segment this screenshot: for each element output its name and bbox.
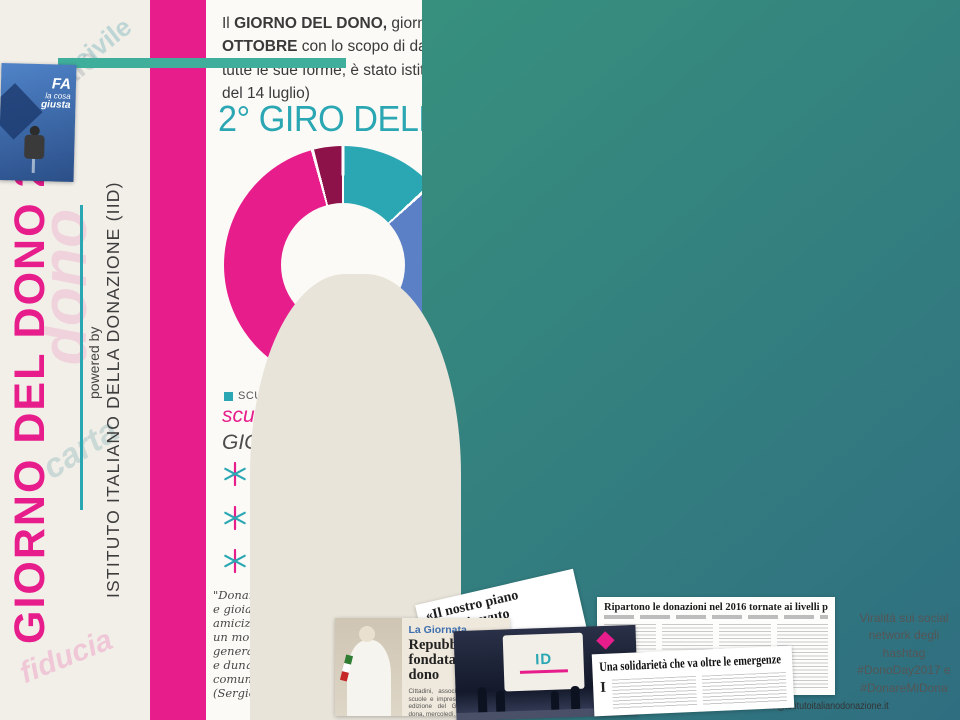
social-virality-note: Viralità sui social network degli hashta… <box>857 611 951 695</box>
show-title-line: FA <box>51 75 72 93</box>
newspaper-clipping-solidarieta: Una solidarietà che va oltre le emergenz… <box>591 645 795 717</box>
text-column <box>611 675 698 710</box>
organization-name-vertical: ISTITUTO ITALIANO DELLA DONAZIONE (IID) <box>103 181 123 599</box>
person-silhouette <box>570 685 580 710</box>
clipping-photo <box>335 618 402 716</box>
asterisk-icon <box>224 461 246 487</box>
text-column <box>701 671 788 706</box>
chair-leg <box>31 158 36 173</box>
figure-silhouette <box>346 639 391 716</box>
tv-caption-block <box>57 57 346 68</box>
intro-text: Il <box>222 15 235 32</box>
intro-bold-event: GIORNO DEL DONO, <box>234 15 388 32</box>
drop-cap: I <box>599 679 607 697</box>
person-silhouette <box>24 134 45 160</box>
stage-id-logo: ID <box>534 650 553 669</box>
figure-head <box>358 625 375 642</box>
clipping-headline: Ripartono le donazioni nel 2016 tornate … <box>604 602 828 613</box>
clipping-columns: I <box>599 671 788 710</box>
person-silhouette <box>477 686 488 714</box>
clipping-kicker: La Giornata <box>408 624 467 636</box>
stage-diamond-icon <box>596 631 615 650</box>
stage-backdrop: ID <box>502 632 585 692</box>
person-silhouette <box>550 690 559 711</box>
sidebar-divider-line <box>80 205 83 510</box>
tv-screenshot-fa-la-cosa-giusta: FA la cosa giusta <box>0 63 77 182</box>
show-title: FA la cosa giusta <box>40 75 72 111</box>
asterisk-icon <box>224 548 246 574</box>
clipping-headline: Una solidarietà che va oltre le emergenz… <box>598 651 782 675</box>
clipping-subhead-lines <box>604 615 828 619</box>
stage-accent-bar <box>520 669 569 675</box>
person-silhouette <box>495 690 506 713</box>
sidebar-accent-bar <box>150 0 206 720</box>
powered-by-label: powered by <box>86 326 102 400</box>
asterisk-icon <box>224 505 246 531</box>
show-title-line: giusta <box>40 99 71 111</box>
legend-swatch <box>224 391 233 401</box>
